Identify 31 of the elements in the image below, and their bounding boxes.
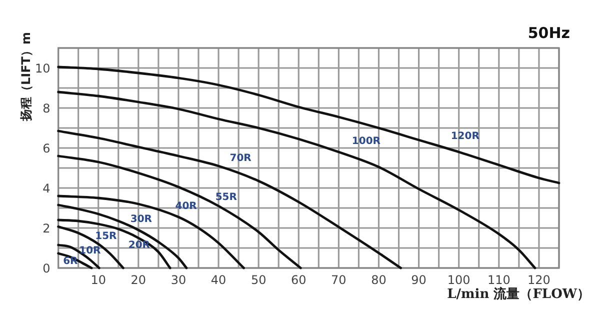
x-tick-label: 40 (210, 273, 226, 287)
x-tick-label: 70 (331, 273, 346, 287)
x-tick-label: 30 (170, 273, 186, 287)
x-tick-label: 60 (290, 273, 306, 287)
x-tick-label: 100 (447, 273, 470, 287)
series-label: 10R (79, 246, 102, 257)
series-label: 30R (130, 214, 152, 225)
series-label: 120R (450, 131, 480, 142)
series-label: 6R (63, 256, 78, 267)
series-label: 70R (230, 153, 252, 164)
x-axis-title: L/min 流量（FLOW） (447, 286, 590, 302)
y-tick-label: 8 (42, 102, 50, 116)
x-tick-label: 80 (371, 273, 386, 287)
x-tick-label: 20 (130, 273, 146, 287)
y-tick-label: 0 (42, 262, 50, 276)
x-tick-label: 50 (250, 273, 266, 287)
chart-title: 50Hz (528, 24, 570, 42)
series-label: 100R (352, 136, 381, 147)
x-tick-label: 110 (487, 273, 510, 287)
y-tick-label: 2 (42, 222, 50, 236)
y-axis-title: 扬程（LIFT）m (19, 32, 33, 122)
series-label: 55R (215, 192, 238, 203)
x-tick-label: 120 (528, 273, 550, 287)
series-label: 40R (175, 201, 198, 212)
x-tick-label: 10 (90, 273, 106, 287)
y-tick-label: 4 (42, 182, 50, 196)
series-label: 20R (128, 240, 150, 251)
x-tick-label: 90 (411, 273, 426, 287)
y-tick-label: 10 (35, 62, 50, 76)
series-label: 15R (95, 231, 118, 242)
y-tick-label: 6 (42, 142, 50, 156)
